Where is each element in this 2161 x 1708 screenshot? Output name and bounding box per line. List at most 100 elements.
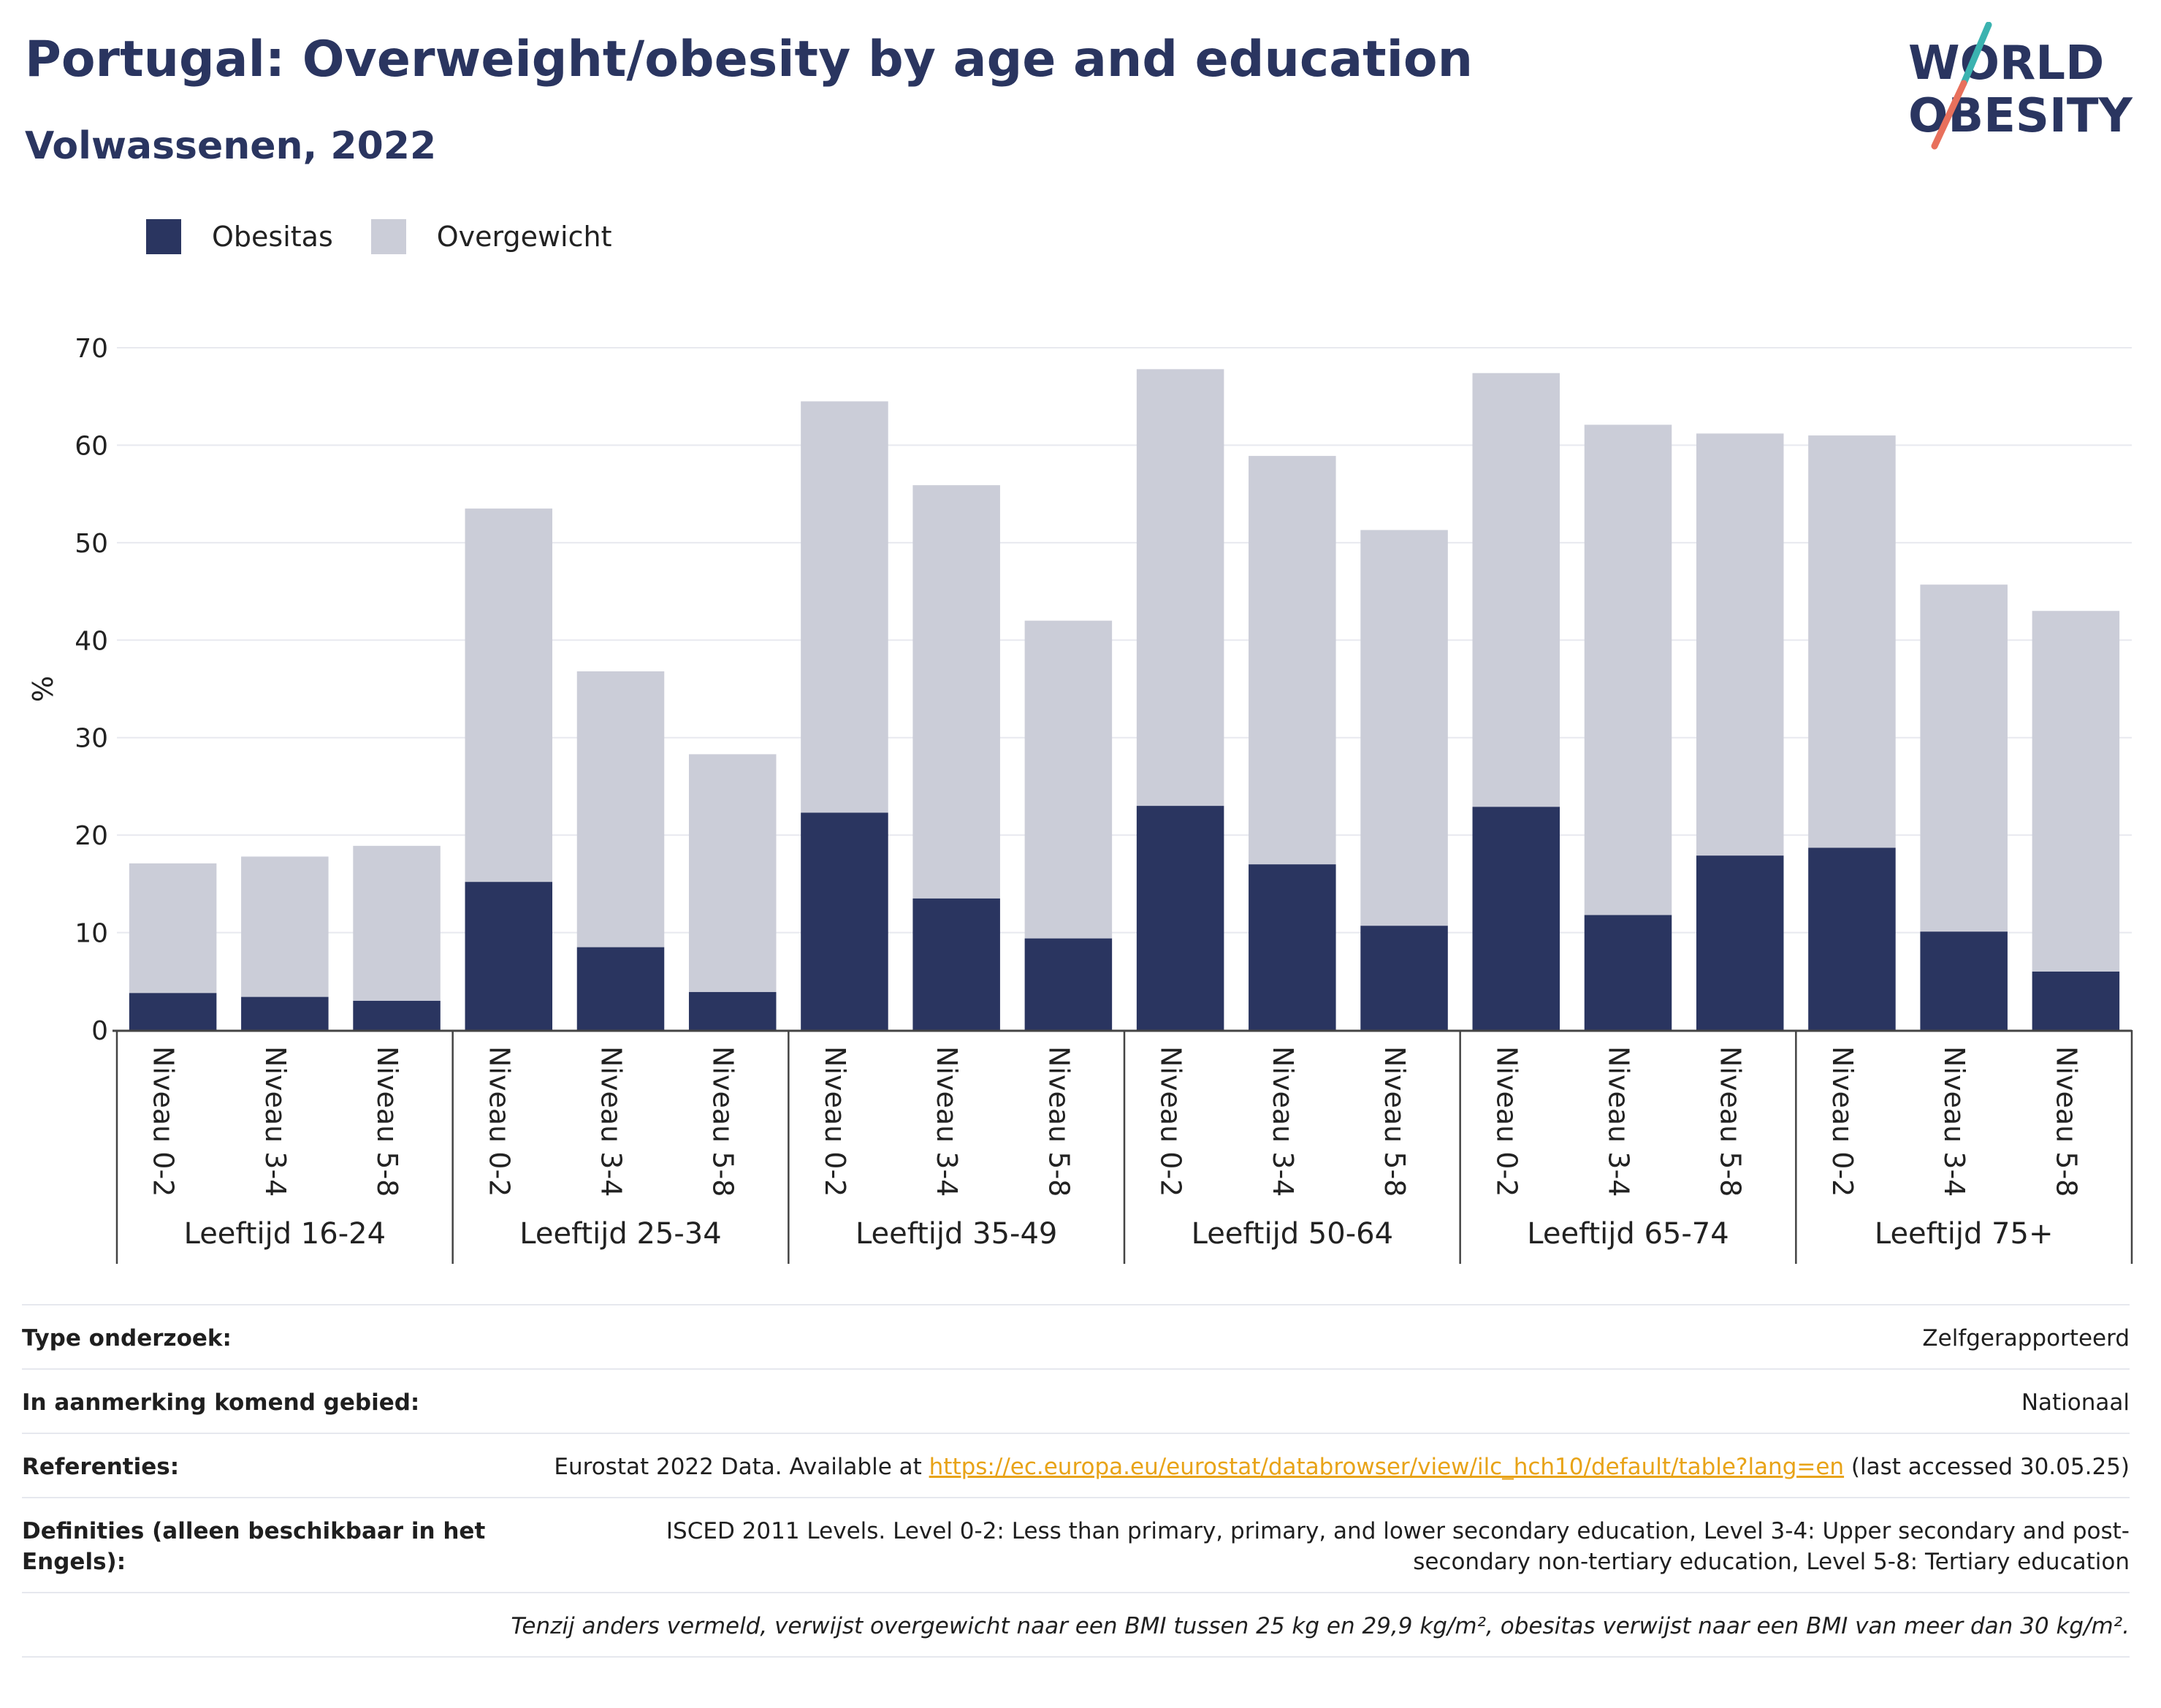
- x-tick-label: Niveau 3-4: [259, 1046, 291, 1197]
- bar-overweight: [912, 485, 1000, 899]
- x-tick-label: Niveau 3-4: [595, 1046, 628, 1197]
- x-tick-label: Niveau 5-8: [1379, 1046, 1411, 1197]
- group-label: Leeftijd 25-34: [519, 1217, 721, 1251]
- bar-overweight: [2032, 611, 2120, 972]
- bar-overweight: [1920, 584, 2008, 932]
- y-tick-label: 40: [75, 626, 108, 656]
- y-tick-label: 30: [75, 724, 108, 754]
- meta-value: ISCED 2011 Levels. Level 0-2: Less than …: [666, 1518, 2130, 1575]
- bar-overweight: [801, 401, 888, 813]
- x-tick-label: Niveau 0-2: [1155, 1046, 1187, 1197]
- bar-obesity: [576, 947, 665, 1030]
- logo-slash-coral: [1931, 80, 1967, 150]
- meta-row-area: In aanmerking komend gebied: Nationaal: [22, 1368, 2130, 1433]
- bar-obesity: [1584, 915, 1672, 1030]
- y-tick-label: 20: [75, 821, 108, 851]
- bar-overweight: [1360, 530, 1448, 926]
- bar-obesity: [688, 991, 777, 1030]
- logo-text-line1: WORLD: [1908, 37, 2104, 91]
- legend-item-obesity: Obesitas: [146, 219, 333, 254]
- bar-obesity: [1024, 938, 1113, 1030]
- bar-obesity: [241, 996, 329, 1030]
- bar-overweight: [1136, 369, 1224, 807]
- world-obesity-logo: WORLD OBESITY: [1908, 22, 2133, 150]
- chart-legend: Obesitas Overgewicht: [146, 218, 650, 256]
- group-label: Leeftijd 65-74: [1527, 1217, 1729, 1251]
- meta-key: Type onderzoek:: [22, 1325, 232, 1351]
- x-tick-label: Niveau 3-4: [931, 1046, 963, 1197]
- meta-row-references: Referenties: Eurostat 2022 Data. Availab…: [22, 1433, 2130, 1497]
- bar-overweight: [688, 754, 777, 992]
- y-axis-label: %: [27, 676, 59, 702]
- x-tick-label: Niveau 5-8: [2050, 1046, 2082, 1197]
- y-tick-label: 0: [91, 1016, 108, 1046]
- bar-obesity: [2032, 971, 2120, 1030]
- y-tick-label: 60: [75, 431, 108, 461]
- bar-obesity: [129, 993, 217, 1030]
- stacked-bar-chart: 0 10 20 30 40 50 60 70% Niveau 0-2 Niveau 3-4 Nive…: [27, 334, 2133, 1264]
- x-tick-label: Niveau 0-2: [1826, 1046, 1859, 1197]
- bar-obesity: [1696, 855, 1784, 1030]
- bar-overweight: [1472, 373, 1560, 807]
- bar-obesity: [1472, 807, 1560, 1030]
- reference-accessed: (last accessed 30.05.25): [1844, 1454, 2130, 1480]
- bar-overweight: [1584, 424, 1672, 915]
- y-tick-label: 70: [75, 334, 108, 364]
- bar-overweight: [241, 856, 329, 997]
- x-tick-label: Niveau 3-4: [1938, 1046, 1970, 1197]
- meta-row-note: Tenzij anders vermeld, verwijst overgewi…: [22, 1592, 2130, 1658]
- meta-value: Nationaal: [2021, 1389, 2130, 1416]
- group-label: Leeftijd 16-24: [184, 1217, 386, 1251]
- bar-obesity: [912, 898, 1000, 1030]
- legend-swatch-obesity: [146, 219, 181, 254]
- bmi-note: Tenzij anders vermeld, verwijst overgewi…: [511, 1613, 2130, 1639]
- legend-label-obesity: Obesitas: [212, 221, 333, 253]
- meta-value: Zelfgerapporteerd: [1922, 1325, 2130, 1351]
- group-label: Leeftijd 75+: [1875, 1217, 2054, 1251]
- x-tick-label: Niveau 5-8: [707, 1046, 739, 1197]
- bar-obesity: [353, 1000, 441, 1030]
- bar-overweight: [1024, 620, 1113, 939]
- bar-overweight: [129, 863, 217, 994]
- legend-item-overweight: Overgewicht: [370, 219, 612, 254]
- y-tick-label: 10: [75, 919, 108, 949]
- meta-value: Eurostat 2022 Data. Available at https:/…: [489, 1452, 2130, 1482]
- x-tick-label: Niveau 5-8: [1715, 1046, 1747, 1197]
- reference-link[interactable]: https://ec.europa.eu/eurostat/databrowse…: [929, 1454, 1845, 1480]
- x-tick-label: Niveau 0-2: [483, 1046, 515, 1197]
- bar-obesity: [1136, 806, 1224, 1030]
- bar-obesity: [1249, 864, 1336, 1030]
- x-tick-label: Niveau 5-8: [371, 1046, 403, 1197]
- bar-obesity: [1920, 931, 2008, 1030]
- x-tick-label: Niveau 3-4: [1267, 1046, 1299, 1197]
- chart-subtitle: Volwassenen, 2022: [25, 124, 437, 168]
- metadata-table: Type onderzoek: Zelfgerapporteerd In aan…: [22, 1304, 2130, 1658]
- x-tick-label: Niveau 0-2: [1490, 1046, 1522, 1197]
- x-tick-label: Niveau 0-2: [148, 1046, 180, 1197]
- legend-label-overweight: Overgewicht: [436, 221, 612, 253]
- group-label: Leeftijd 50-64: [1192, 1217, 1393, 1251]
- meta-row-definitions: Definities (alleen beschikbaar in het En…: [22, 1497, 2130, 1592]
- bar-overweight: [465, 508, 553, 882]
- group-label: Leeftijd 35-49: [855, 1217, 1057, 1251]
- x-tick-label: Niveau 3-4: [1603, 1046, 1635, 1197]
- chart-title: Portugal: Overweight/obesity by age and …: [25, 31, 1474, 88]
- bar-obesity: [465, 882, 553, 1030]
- bar-overweight: [1696, 433, 1784, 856]
- meta-key: In aanmerking komend gebied:: [22, 1389, 420, 1416]
- legend-swatch-overweight: [370, 219, 406, 254]
- reference-text: Eurostat 2022 Data. Available at: [554, 1454, 929, 1480]
- bar-overweight: [353, 845, 441, 1001]
- bar-obesity: [801, 812, 888, 1030]
- bar-overweight: [1808, 435, 1896, 848]
- bar-overweight: [576, 671, 665, 948]
- meta-key: Referenties:: [22, 1454, 180, 1480]
- meta-row-survey-type: Type onderzoek: Zelfgerapporteerd: [22, 1304, 2130, 1368]
- bar-overweight: [1249, 456, 1336, 865]
- x-tick-label: Niveau 0-2: [819, 1046, 851, 1197]
- logo-slash-teal: [1960, 22, 1992, 87]
- bar-obesity: [1808, 847, 1896, 1030]
- meta-key: Definities (alleen beschikbaar in het En…: [22, 1518, 486, 1575]
- y-tick-label: 50: [75, 529, 108, 559]
- x-tick-label: Niveau 5-8: [1043, 1046, 1075, 1197]
